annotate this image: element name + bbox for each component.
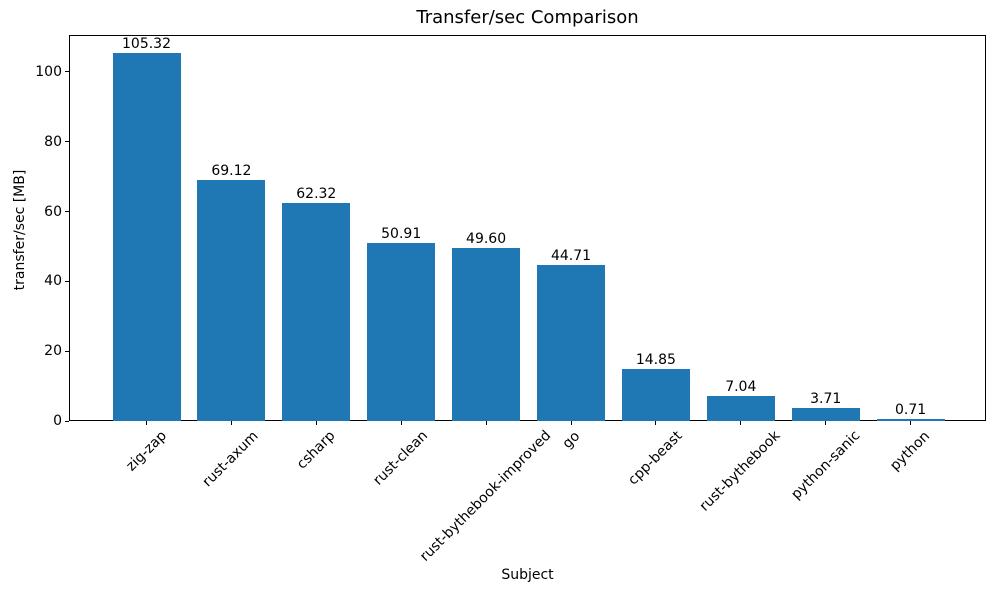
bar-csharp	[282, 203, 351, 421]
y-tick-label: 20	[44, 343, 62, 360]
x-tick-mark	[825, 421, 827, 425]
bar-value-label: 0.71	[895, 401, 927, 418]
x-tick-mark	[485, 421, 487, 425]
x-tick-label: rust-clean	[370, 427, 432, 489]
y-tick-mark	[65, 350, 69, 352]
x-axis-title: Subject	[501, 567, 554, 583]
bar-python-sanic	[791, 408, 860, 421]
bar-rust-clean	[367, 243, 436, 421]
bar-python	[876, 418, 945, 421]
y-tick-label: 100	[35, 63, 62, 80]
x-tick-label: cpp-beast	[625, 427, 686, 489]
y-tick-label: 60	[44, 203, 62, 220]
chart-title: Transfer/sec Comparison	[416, 7, 639, 28]
bar-cpp-beast	[621, 369, 690, 421]
x-tick-mark	[400, 421, 402, 425]
bar-value-label: 44.71	[550, 247, 592, 264]
y-tick-mark	[65, 141, 69, 143]
bar-value-label: 69.12	[211, 162, 252, 179]
bar-rust-bythebook	[706, 396, 775, 421]
bar-value-label: 49.60	[466, 230, 507, 247]
x-tick-label: go	[559, 427, 583, 452]
x-tick-label: zig-zap	[122, 427, 170, 475]
x-tick-mark	[570, 421, 572, 425]
bar-value-label: 50.91	[381, 226, 422, 243]
bar-value-label: 14.85	[635, 352, 676, 369]
y-tick-mark	[65, 280, 69, 282]
bar-rust-axum	[197, 179, 266, 421]
x-tick-mark	[315, 421, 317, 425]
bar-value-label: 3.71	[810, 391, 842, 408]
bar-go	[537, 264, 605, 421]
x-tick-mark	[655, 421, 657, 425]
y-tick-label: 0	[53, 413, 62, 429]
bar-value-label: 105.32	[122, 36, 171, 53]
y-tick-label: 80	[44, 133, 62, 150]
y-tick-label: 40	[44, 273, 62, 290]
x-tick-mark	[910, 421, 912, 425]
x-tick-label: rust-bythebook	[696, 428, 784, 515]
x-tick-label: python-sanic	[787, 427, 864, 504]
y-tick-mark	[65, 71, 69, 73]
x-tick-mark	[740, 421, 742, 425]
bar-value-label: 7.04	[725, 379, 757, 396]
bar-rust-bythebook-improved	[452, 247, 521, 421]
bar-value-label: 62.32	[296, 186, 337, 203]
x-tick-mark	[230, 421, 232, 425]
y-tick-mark	[65, 211, 69, 213]
x-tick-label: rust-bythebook-improved	[417, 427, 555, 566]
x-tick-mark	[146, 421, 147, 425]
bar-zig-zap	[112, 53, 181, 421]
x-tick-label: python	[887, 427, 934, 474]
x-tick-label: csharp	[293, 427, 339, 473]
x-tick-label: rust-axum	[199, 428, 263, 491]
y-tick-mark	[65, 420, 69, 422]
